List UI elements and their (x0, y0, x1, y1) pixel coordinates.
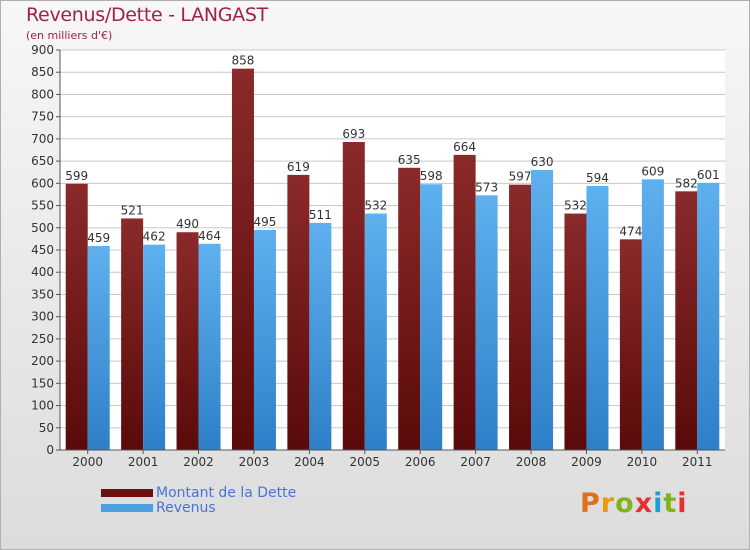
data-label-revenus: 511 (309, 208, 332, 222)
bar-dette (398, 167, 421, 450)
bar-dette (121, 218, 144, 450)
legend-swatch-revenus (101, 503, 153, 512)
x-tick-label: 2001 (128, 455, 159, 469)
legend-swatch-dette (101, 488, 153, 497)
y-tick-label: 450 (31, 243, 54, 257)
y-tick-label: 750 (31, 110, 54, 124)
data-label-dette: 490 (176, 217, 199, 231)
logo-letter: o (615, 488, 635, 519)
data-label-dette: 532 (564, 199, 587, 213)
data-label-dette: 474 (619, 224, 642, 238)
data-label-dette: 521 (121, 203, 144, 217)
bar-dette (619, 239, 642, 450)
data-label-dette: 664 (453, 140, 476, 154)
data-label-revenus: 532 (364, 199, 387, 213)
data-label-revenus: 601 (697, 168, 720, 182)
y-tick-label: 350 (31, 287, 54, 301)
data-label-dette: 635 (398, 153, 421, 167)
bar-revenus (697, 182, 720, 450)
bar-dette (509, 184, 532, 450)
y-tick-label: 650 (31, 154, 54, 168)
logo-letter: i (677, 488, 688, 519)
x-tick-label: 2004 (294, 455, 325, 469)
y-tick-label: 150 (31, 376, 54, 390)
bar-revenus (586, 186, 609, 450)
bar-dette (675, 191, 698, 451)
legend-item-revenus: Revenus (101, 499, 296, 516)
data-label-dette: 597 (509, 170, 532, 184)
data-label-dette: 693 (342, 127, 365, 141)
x-tick-label: 2008 (516, 455, 547, 469)
x-tick-label: 2002 (183, 455, 214, 469)
x-tick-label: 2005 (350, 455, 381, 469)
chart-subtitle: (en milliers d'€) (26, 29, 113, 42)
bar-revenus (475, 195, 498, 450)
logo-letter: t (663, 488, 678, 519)
y-tick-label: 800 (31, 87, 54, 101)
x-tick-label: 2006 (405, 455, 436, 469)
x-tick-label: 2010 (627, 455, 658, 469)
data-label-dette: 619 (287, 160, 310, 174)
bar-revenus (198, 243, 221, 450)
bar-dette (287, 174, 310, 450)
y-tick-label: 850 (31, 65, 54, 79)
data-label-dette: 858 (232, 54, 255, 68)
bar-revenus (87, 246, 110, 450)
y-tick-label: 0 (46, 443, 54, 457)
legend: Montant de la Dette Revenus (101, 484, 297, 516)
data-label-revenus: 459 (87, 231, 110, 245)
y-tick-label: 100 (31, 399, 54, 413)
bar-dette (342, 142, 365, 450)
x-tick-label: 2011 (682, 455, 713, 469)
y-tick-label: 600 (31, 176, 54, 190)
data-label-revenus: 464 (198, 229, 221, 243)
data-label-revenus: 609 (641, 164, 664, 178)
logo-letter: i (653, 488, 664, 519)
x-tick-label: 2000 (72, 455, 103, 469)
logo-letter: P (580, 488, 601, 519)
y-tick-label: 250 (31, 332, 54, 346)
y-tick-label: 550 (31, 199, 54, 213)
bar-revenus (364, 213, 387, 450)
y-tick-label: 700 (31, 132, 54, 146)
bar-revenus (420, 184, 443, 450)
legend-label-dette: Montant de la Dette (156, 484, 297, 501)
bar-revenus (641, 179, 664, 451)
data-label-revenus: 594 (586, 171, 609, 185)
logo-letter: x (634, 488, 654, 519)
data-label-revenus: 630 (531, 155, 554, 169)
bar-revenus (531, 170, 554, 450)
y-tick-label: 50 (39, 421, 54, 435)
bar-dette (453, 154, 476, 450)
bar-revenus (309, 222, 332, 450)
chart-title: Revenus/Dette - LANGAST (26, 4, 268, 26)
x-tick-label: 2009 (571, 455, 602, 469)
bar-dette (176, 232, 199, 450)
legend-label-revenus: Revenus (156, 499, 216, 516)
bar-revenus (253, 230, 276, 450)
y-tick-label: 400 (31, 265, 54, 279)
y-tick-label: 500 (31, 221, 54, 235)
data-label-revenus: 495 (254, 215, 277, 229)
data-label-revenus: 598 (420, 169, 443, 183)
y-tick-label: 300 (31, 310, 54, 324)
x-tick-label: 2007 (460, 455, 491, 469)
bar-dette (231, 68, 254, 451)
bar-dette (564, 213, 587, 450)
proxiti-logo: Proxiti (580, 488, 688, 519)
y-tick-label: 900 (31, 43, 54, 57)
legend-item-dette: Montant de la Dette (101, 484, 297, 501)
y-tick-label: 200 (31, 354, 54, 368)
x-tick-label: 2003 (239, 455, 270, 469)
logo-letter: r (600, 488, 616, 519)
data-label-dette: 582 (675, 176, 698, 190)
data-label-dette: 599 (65, 169, 88, 183)
bar-revenus (143, 244, 166, 450)
bar-dette (65, 183, 88, 450)
data-label-revenus: 462 (143, 230, 166, 244)
data-label-revenus: 573 (475, 180, 498, 194)
